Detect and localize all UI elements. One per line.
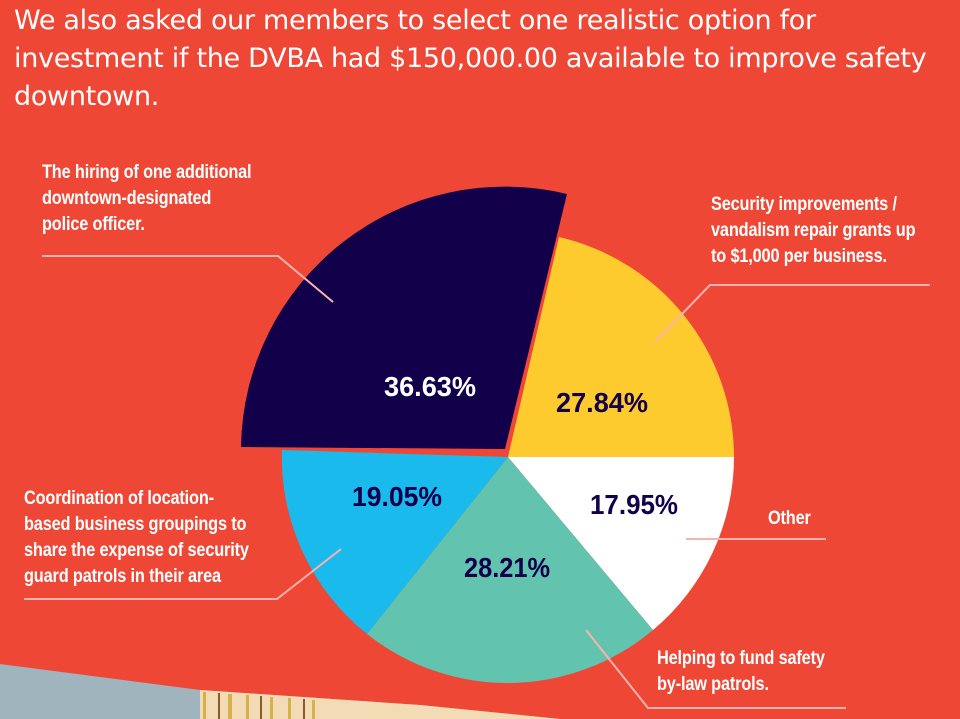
pct-police-officer: 36.63% [384, 371, 476, 402]
label-line: vandalism repair grants up [711, 220, 916, 241]
label-line: police officer. [42, 214, 145, 235]
slice-other [508, 457, 734, 630]
label-line: Coordination of location- [24, 488, 214, 509]
label-line: Security improvements / [711, 194, 897, 215]
leader-line-business-groupings [24, 548, 342, 600]
slice-police-officer [241, 186, 567, 449]
leader-line-bylaw-patrols [585, 629, 846, 709]
leader-line-police-officer [42, 255, 334, 303]
pct-business-groupings: 19.05% [352, 481, 442, 512]
pct-bylaw-patrols: 28.21% [464, 552, 550, 583]
slice-security-grants [508, 237, 734, 457]
label-line: share the expense of security [24, 540, 249, 561]
slice-bylaw-patrols [367, 457, 653, 684]
label-line: downtown-designated [42, 188, 212, 209]
label-business-groupings: Coordination of location- based business… [24, 486, 249, 590]
label-line: guard patrols in their area [24, 566, 221, 587]
label-line: to $1,000 per business. [711, 246, 887, 267]
pct-other: 17.95% [590, 489, 678, 520]
label-police-officer: The hiring of one additional downtown-de… [42, 160, 252, 238]
leader-line-security-grants [654, 284, 930, 343]
pct-security-grants: 27.84% [556, 387, 648, 418]
chart-title: We also asked our members to select one … [14, 5, 927, 112]
label-line: The hiring of one additional [42, 162, 252, 183]
label-security-grants: Security improvements / vandalism repair… [711, 192, 916, 270]
label-other: Other [768, 506, 811, 532]
label-bylaw-patrols: Helping to fund safety by-law patrols. [657, 646, 825, 698]
label-line: Other [768, 508, 811, 529]
label-line: by-law patrols. [657, 674, 769, 695]
slice-business-groupings [281, 450, 508, 634]
label-line: Helping to fund safety [657, 648, 825, 669]
label-line: based business groupings to [24, 514, 247, 535]
